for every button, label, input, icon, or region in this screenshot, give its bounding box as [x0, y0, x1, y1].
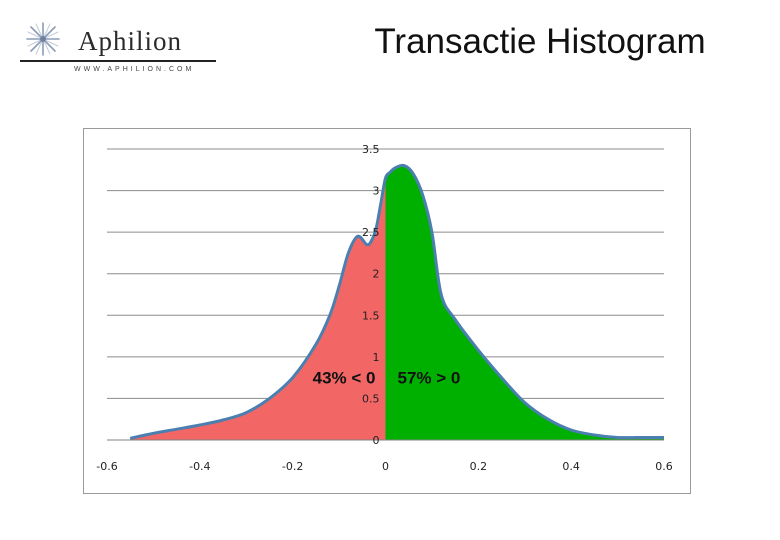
y-tick-label-7: 3.5	[362, 143, 380, 156]
histogram-chart: 0 0.5 1 1.5 2 2.5 3 3.5 -0.6 -0.4 -0.2 0 0.2 0.4 0.6 43…	[83, 128, 691, 494]
x-tick-label-1: -0.4	[189, 460, 210, 473]
chart-canvas: 0 0.5 1 1.5 2 2.5 3 3.5 -0.6 -0.4 -0.2 0 0.2 0.4 0.6 43…	[96, 143, 673, 473]
distribution-curve	[129, 163, 664, 440]
x-tick-label-3: 0	[382, 460, 389, 473]
logo-url: WWW.APHILION.COM	[74, 66, 195, 73]
x-tick-label-5: 0.4	[562, 460, 580, 473]
y-tick-label-3: 1.5	[362, 309, 380, 322]
logo-divider	[20, 60, 216, 62]
y-tick-label-4: 2	[373, 268, 380, 281]
x-tick-label-4: 0.2	[470, 460, 488, 473]
y-tick-label-6: 3	[373, 185, 380, 198]
y-tick-label-1: 0.5	[362, 392, 380, 405]
y-tick-label-0: 0	[373, 434, 380, 447]
page-title: Transactie Histogram	[374, 22, 706, 61]
negative-share-label: 43% < 0	[313, 368, 376, 387]
logo-wordmark: Aphilion	[78, 26, 183, 56]
y-tick-label-5: 2.5	[362, 226, 380, 239]
star-burst-icon	[26, 22, 60, 56]
x-tick-label-6: 0.6	[655, 460, 673, 473]
aphilion-logo: Aphilion WWW.APHILION.COM	[14, 10, 224, 86]
negative-area	[130, 178, 386, 440]
x-tick-label-0: -0.6	[96, 460, 117, 473]
x-tick-label-2: -0.2	[282, 460, 303, 473]
positive-share-label: 57% > 0	[398, 368, 461, 387]
y-tick-label-2: 1	[373, 351, 380, 364]
positive-area	[385, 165, 664, 440]
